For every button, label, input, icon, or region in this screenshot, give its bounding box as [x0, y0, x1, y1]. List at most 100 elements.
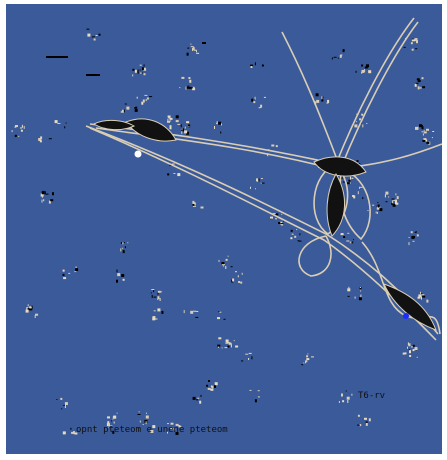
speck — [27, 304, 29, 307]
speck — [354, 296, 356, 299]
speck — [192, 48, 193, 51]
speck — [411, 235, 415, 239]
speck — [225, 266, 227, 269]
speck — [39, 140, 42, 143]
speck — [416, 78, 420, 81]
speck — [170, 422, 174, 425]
speck — [153, 310, 156, 312]
speck — [50, 199, 54, 202]
dash-mark — [46, 56, 68, 58]
speck — [71, 431, 75, 434]
speck — [238, 281, 241, 283]
speck — [407, 346, 408, 349]
speck — [420, 86, 422, 89]
speck — [251, 98, 254, 102]
speck — [62, 431, 66, 435]
speck — [187, 47, 190, 49]
speck — [132, 68, 135, 71]
speck — [237, 275, 239, 278]
speck — [348, 179, 351, 182]
speck — [141, 72, 143, 74]
speck — [420, 291, 421, 294]
noise-text-bottom-right: T6-rv — [358, 391, 385, 401]
speck — [261, 182, 265, 184]
speck — [43, 199, 45, 202]
speck — [93, 38, 96, 41]
speck — [355, 70, 357, 73]
speck — [161, 310, 164, 314]
speck — [31, 305, 33, 309]
speck — [258, 107, 261, 109]
speck — [208, 380, 210, 382]
speck — [421, 294, 425, 296]
speck — [362, 197, 364, 199]
speck — [423, 130, 425, 132]
speck — [416, 40, 418, 44]
speck — [227, 345, 230, 348]
speck — [169, 126, 172, 130]
speck — [362, 124, 364, 128]
speck — [260, 104, 263, 108]
speck — [157, 308, 161, 312]
speck — [20, 129, 23, 132]
speck-field — [11, 28, 435, 435]
speck — [34, 315, 36, 318]
speck — [142, 99, 145, 103]
speck — [422, 86, 426, 89]
speck — [257, 390, 260, 392]
abstract-curve-artwork: opnt pteteom e unene pteteom T6-rv — [6, 4, 442, 454]
speck — [356, 160, 359, 163]
speck — [186, 52, 189, 56]
speck — [200, 206, 204, 209]
speck — [360, 290, 362, 292]
speck — [112, 430, 115, 434]
speck — [159, 298, 161, 301]
speck — [357, 424, 361, 426]
speck — [270, 216, 273, 219]
speck — [154, 318, 158, 320]
speck — [423, 131, 427, 134]
speck — [190, 46, 194, 48]
speck — [377, 204, 380, 208]
speck — [235, 271, 237, 273]
speck — [349, 241, 351, 244]
speck — [218, 259, 220, 262]
speck — [419, 124, 422, 128]
speck — [340, 176, 343, 180]
speck — [366, 64, 369, 68]
speck — [367, 210, 369, 212]
speck — [65, 122, 67, 124]
speck — [364, 417, 367, 420]
canvas-panel: opnt pteteom e unene pteteom T6-rv — [6, 4, 442, 454]
speck — [143, 64, 145, 67]
speck — [290, 229, 293, 232]
speck — [175, 423, 179, 426]
speck — [157, 292, 159, 295]
speck — [417, 80, 421, 83]
speck — [255, 188, 256, 190]
speck — [392, 203, 396, 207]
speck — [113, 415, 116, 419]
speck — [111, 420, 112, 422]
speck — [193, 49, 197, 51]
speck — [157, 296, 160, 300]
speck — [307, 353, 309, 355]
blue-background — [6, 4, 442, 454]
speck — [151, 295, 153, 298]
lower-loop — [298, 235, 332, 277]
speck — [311, 356, 314, 358]
speck — [214, 384, 216, 388]
speck — [219, 311, 222, 313]
speck — [116, 279, 118, 283]
speck — [144, 94, 148, 96]
marker-layer — [134, 150, 409, 319]
speck — [227, 255, 229, 257]
speck — [340, 54, 343, 56]
speck — [392, 200, 394, 204]
speck — [120, 248, 122, 252]
speck — [431, 137, 433, 139]
speck — [347, 182, 351, 185]
speck — [40, 136, 43, 140]
speck — [199, 400, 202, 404]
